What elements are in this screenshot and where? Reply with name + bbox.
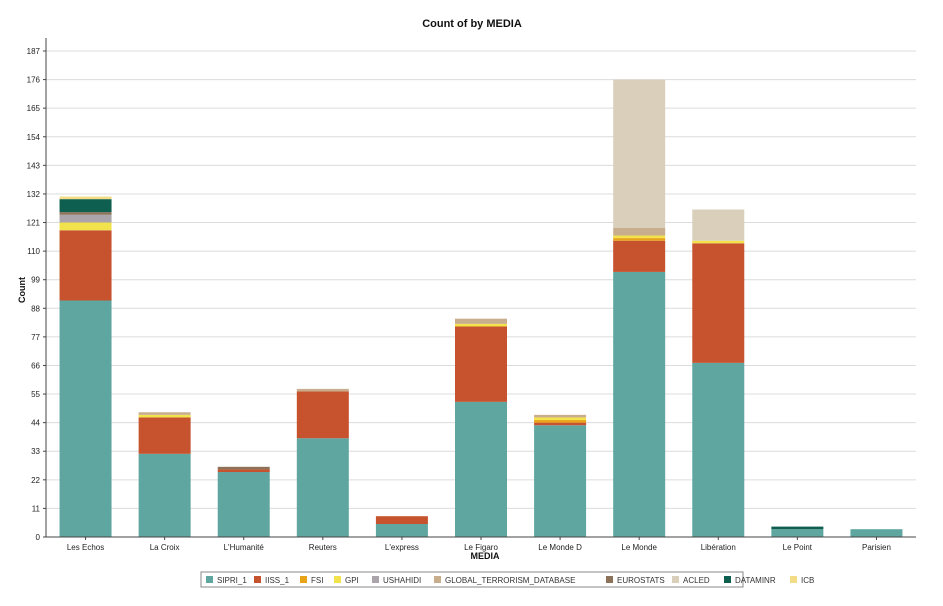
bar-segment-sipri_1	[455, 401, 507, 537]
bar-segment-acled	[613, 79, 666, 228]
bar-segment-iiss_1	[613, 240, 666, 272]
legend-swatch	[372, 576, 379, 583]
legend-swatch	[672, 576, 679, 583]
bar-segment-iiss_1	[138, 417, 191, 454]
bar-segment-sipri_1	[217, 472, 270, 537]
legend-swatch	[300, 576, 307, 583]
bar-segment-sipri_1	[771, 529, 824, 537]
y-tick-label: 33	[31, 447, 40, 456]
bar-segment-iiss_1	[534, 422, 587, 426]
legend-swatch	[254, 576, 261, 583]
bar-segment-fsi	[613, 238, 666, 241]
y-tick-label: 165	[27, 104, 41, 113]
x-tick-label: Parisien	[862, 543, 891, 552]
legend-swatch	[206, 576, 213, 583]
bar-segment-eurostats	[59, 212, 112, 215]
bar-segment-global_terrorism_database	[138, 412, 191, 415]
y-tick-label: 132	[27, 190, 41, 199]
y-tick-label: 110	[27, 247, 40, 256]
bar-segment-global_terrorism_database	[296, 388, 349, 392]
y-axis-label: Count	[17, 277, 27, 303]
bar-segment-sipri_1	[375, 524, 428, 537]
bar-segment-iiss_1	[375, 516, 428, 525]
legend: SIPRI_1 IISS_1 FSI GPI USHAHIDI GLOBAL_TERROR…	[200, 571, 814, 588]
x-tick-label: La Croix	[150, 543, 180, 552]
bar-segment-fsi	[534, 420, 587, 423]
bar-segment-gpi	[138, 414, 191, 418]
bar-segment-gpi	[534, 417, 587, 421]
bar-segment-iiss_1	[217, 469, 270, 473]
y-tick-label: 22	[31, 476, 40, 485]
legend-swatch	[606, 576, 613, 583]
bar-segment-sipri_1	[59, 300, 112, 537]
bar-segment-sipri_1	[692, 362, 745, 537]
x-tick-label: L'Humanité	[224, 543, 265, 552]
bar-segment-acled	[692, 209, 745, 241]
y-tick-label: 44	[31, 419, 40, 428]
bar-segment-global_terrorism_database	[534, 414, 587, 418]
y-tick-label: 176	[27, 76, 41, 85]
y-tick-label: 99	[31, 276, 40, 285]
y-tick-label: 0	[36, 533, 41, 542]
bar-segment-dataminr	[771, 526, 824, 530]
bar-segment-gpi	[613, 235, 666, 239]
bar-segment-eurostats	[217, 466, 270, 470]
bar-segment-gpi	[692, 240, 745, 244]
bar-segment-sipri_1	[296, 438, 349, 537]
legend-label: IISS_1	[265, 576, 290, 585]
y-tick-label: 66	[31, 361, 40, 370]
legend-label: GPI	[345, 576, 359, 585]
bars	[59, 79, 903, 537]
legend-swatch	[790, 576, 797, 583]
y-tick-label: 11	[32, 504, 41, 513]
legend-label: ICB	[801, 576, 814, 585]
y-tick-label: 77	[31, 333, 40, 342]
legend-label: DATAMINR	[735, 576, 776, 585]
bar-segment-iiss_1	[59, 230, 112, 301]
legend-label: ACLED	[683, 576, 710, 585]
legend-swatch	[434, 576, 441, 583]
bar-segment-dataminr	[59, 199, 112, 213]
x-tick-label: Le Figaro	[464, 543, 498, 552]
x-tick-label: L'express	[385, 543, 419, 552]
bar-segment-gpi	[59, 222, 112, 231]
legend-box	[200, 571, 744, 588]
x-tick-label: Libération	[701, 543, 736, 552]
legend-label: USHAHIDI	[383, 576, 421, 585]
x-tick-label: Le Point	[783, 543, 813, 552]
bar-segment-icb	[59, 196, 112, 200]
bar-segment-iiss_1	[455, 326, 507, 402]
bar-segment-ushahidi	[59, 214, 112, 223]
y-tick-label: 187	[27, 47, 41, 56]
x-axis-label: MEDIA	[471, 551, 501, 561]
bar-segment-gpi	[455, 323, 507, 327]
x-tick-label: Le Monde D	[538, 543, 582, 552]
axes: 0 11 22 33 44 55 66 77 88 99 110 121 132 143 154 165 176…	[27, 38, 916, 552]
x-tick-label: Reuters	[309, 543, 337, 552]
legend-swatch	[724, 576, 731, 583]
y-tick-label: 55	[31, 390, 40, 399]
legend-label: EUROSTATS	[617, 576, 665, 585]
legend-label: FSI	[311, 576, 323, 585]
y-tick-label: 121	[27, 219, 41, 228]
x-tick-label: Les Echos	[67, 543, 104, 552]
chart-title: Count of by MEDIA	[422, 18, 522, 30]
bar-segment-sipri_1	[138, 453, 191, 537]
y-tick-label: 154	[27, 133, 41, 142]
bar-segment-global_terrorism_database	[455, 318, 507, 324]
bar-segment-iiss_1	[692, 243, 745, 363]
y-tick-label: 143	[27, 161, 41, 170]
x-tick-label: Le Monde	[621, 543, 657, 552]
bar-segment-sipri_1	[613, 271, 666, 537]
bar-segment-sipri_1	[534, 425, 587, 537]
bar-segment-sipri_1	[850, 529, 903, 537]
legend-label: SIPRI_1	[217, 576, 247, 585]
legend-label: GLOBAL_TERRORISM_DATABASE	[445, 576, 575, 585]
legend-swatch	[334, 576, 341, 583]
bar-segment-iiss_1	[296, 391, 349, 439]
bar-segment-global_terrorism_database	[613, 227, 666, 236]
y-tick-label: 88	[31, 304, 40, 313]
